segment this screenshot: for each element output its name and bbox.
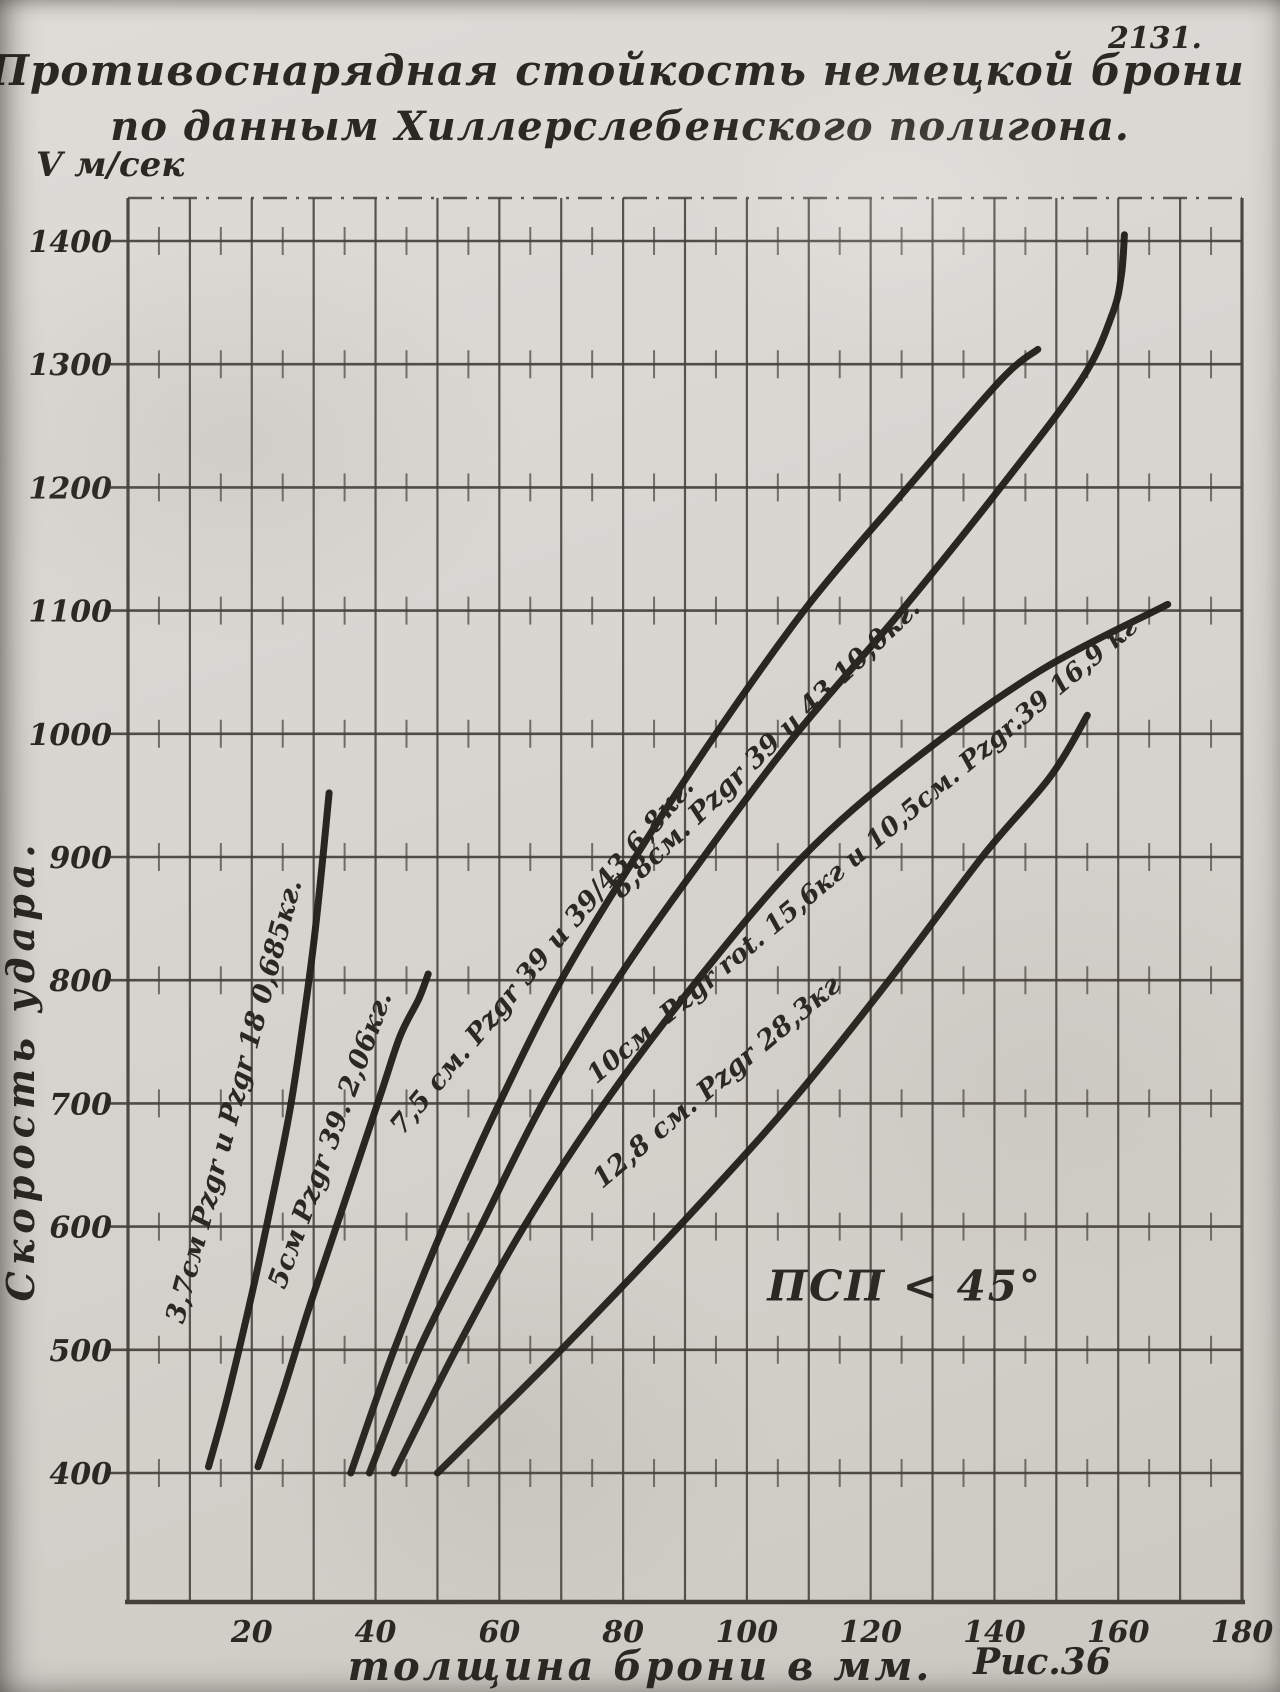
x-tick-label: 160 <box>1087 1615 1150 1650</box>
x-tick-label: 60 <box>478 1615 520 1650</box>
impact-angle-annotation: ПСП < 45° <box>766 1262 1042 1311</box>
x-axis-title: толщина брони в мм. <box>348 1643 933 1690</box>
chart-title-line1: Противоснарядная стойкость немецкой брон… <box>0 46 1245 95</box>
x-tick-label: 140 <box>963 1615 1026 1650</box>
curve-50mm-pzgr39 <box>254 970 432 1471</box>
curve-label-88mm-pzgr39-and-43: 8,8см. Pzgr 39 и 43 10,0кг. <box>604 592 927 905</box>
x-tick-label: 120 <box>839 1615 902 1650</box>
y-tick-label: 700 <box>49 1087 112 1122</box>
x-tick-label: 100 <box>716 1615 779 1650</box>
page-number: 2131. <box>1107 21 1202 56</box>
plot-area: 400 500 600 700 800 900 1000 1100 1200 1300 1400 20… <box>29 196 1274 1650</box>
y-axis-title: Скорость удара. <box>0 838 43 1301</box>
y-tick-label: 1000 <box>29 718 113 753</box>
y-tick-label: 400 <box>49 1457 112 1492</box>
y-tick-label: 1100 <box>29 595 113 630</box>
chart-title-line2: по данным Хиллерслебенского полигона. <box>110 103 1130 150</box>
curve-37mm-pzgr-and-pzgr18 <box>205 789 333 1471</box>
y-tick-label: 500 <box>49 1334 112 1369</box>
y-tick-label: 1200 <box>29 471 113 506</box>
y-tick-label: 600 <box>49 1211 112 1246</box>
curve-100mm-pzgr-rot-and-105mm-pzgr39 <box>390 600 1172 1477</box>
x-tick-label: 80 <box>601 1615 644 1650</box>
curve-128mm-pzgr <box>433 711 1091 1477</box>
curve-label-75mm-pzgr39-and-3943: 7,5 см. Pzgr 39 и 39/43 6,8кг. <box>384 772 701 1141</box>
figure-caption: Рис.36 <box>972 1641 1111 1683</box>
y-tick-label: 800 <box>48 964 112 999</box>
y-axis-unit-label: V м/сек <box>36 145 185 185</box>
x-tick-label: 40 <box>355 1615 397 1650</box>
curve-88mm-pzgr39-and-43 <box>365 231 1128 1477</box>
x-tick-label: 180 <box>1211 1615 1274 1650</box>
y-tick-label: 1400 <box>29 225 113 260</box>
y-tick-label: 900 <box>49 841 112 876</box>
y-tick-label: 1300 <box>29 348 113 383</box>
x-tick-label: 20 <box>230 1615 273 1650</box>
curve-75mm-pzgr39-and-3943 <box>347 345 1042 1477</box>
